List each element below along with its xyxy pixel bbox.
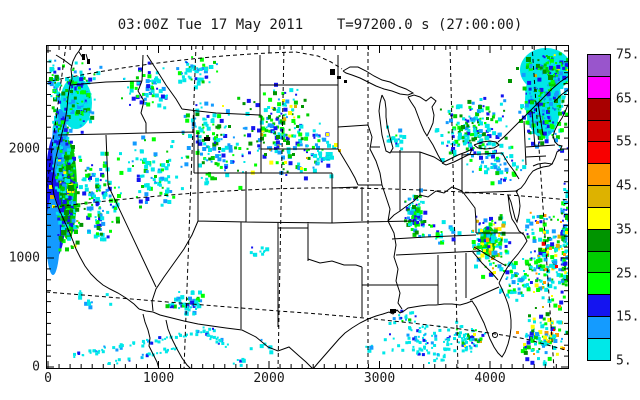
great-lakes: [342, 66, 500, 338]
gulf-coast-florida: [312, 282, 512, 369]
colorbar: [587, 54, 611, 361]
colorbar-label: 5.: [616, 353, 632, 369]
colorbar-label: 75.: [616, 47, 640, 63]
canada-border: [46, 51, 343, 83]
lake-ontario: [473, 140, 500, 150]
x-tick-label: 1000: [142, 371, 175, 386]
latitude-40n: [46, 187, 569, 209]
state-borders: [57, 54, 556, 329]
colorbar-label: 55.: [616, 134, 640, 150]
colorbar-cell: [587, 163, 611, 187]
colorbar-cell: [587, 185, 611, 208]
longitude-lines: [46, 45, 555, 369]
mexico-mainland-coast: [165, 319, 192, 369]
lake-michigan: [378, 94, 394, 154]
map-canvas: [46, 45, 569, 369]
huron-erie-channel: [427, 136, 443, 163]
x-tick-label: 0: [44, 371, 52, 386]
colorbar-label: 25.: [616, 266, 640, 282]
st-lawrence-river: [497, 75, 569, 143]
lake-okeechobee: [492, 332, 498, 338]
colorbar-cell: [587, 54, 611, 77]
atlantic-coast: [498, 162, 554, 284]
colorbar-label: 35.: [616, 222, 640, 238]
axis-ticks: [47, 46, 568, 368]
coastline: [51, 45, 569, 369]
newengland-coast: [551, 102, 569, 165]
lake-erie: [441, 147, 473, 166]
colorbar-label: 65.: [616, 91, 640, 107]
colorbar-cell: [587, 228, 611, 252]
colorbar-cell: [587, 250, 611, 274]
colorbar-cell: [587, 141, 611, 165]
lake-superior: [342, 66, 415, 96]
colorbar-label: 15.: [616, 309, 640, 325]
pacific-coast: [51, 45, 140, 310]
graticule: [46, 45, 569, 369]
colorbar-cell: [587, 337, 611, 361]
x-tick-label: 3000: [363, 371, 396, 386]
colorbar-cell: [587, 316, 611, 339]
lake-huron: [407, 94, 437, 138]
x-tick-label: 2000: [253, 371, 285, 386]
y-tick-label: 2000: [8, 141, 40, 157]
y-tick-label: 0: [32, 359, 40, 375]
precipitation-layer: [46, 48, 569, 367]
plot-border: [46, 45, 569, 369]
mexico-border: [138, 308, 314, 369]
colorbar-cell: [587, 75, 611, 99]
colorbar-cell: [587, 272, 611, 296]
plot-title: 03:00Z Tue 17 May 2011 T=97200.0 s (27:0…: [117, 17, 523, 33]
colorbar-cell: [587, 206, 611, 230]
x-tick-label: 4000: [474, 371, 506, 386]
plot-frame: [46, 45, 569, 369]
colorbar-cell: [587, 294, 611, 318]
colorbar-cell: [587, 119, 611, 143]
gaspe-shore: [553, 88, 569, 103]
y-tick-label: 1000: [8, 250, 40, 266]
small-lakes: [82, 54, 396, 313]
baja-coast: [142, 313, 160, 369]
colorbar-cell: [587, 97, 611, 121]
latitude-30n: [46, 291, 569, 352]
colorbar-label: 45.: [616, 178, 640, 194]
